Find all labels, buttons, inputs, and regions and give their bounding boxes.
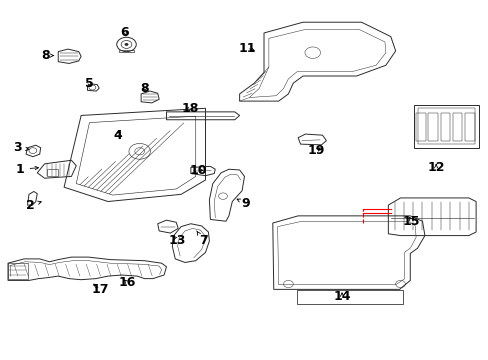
Text: 3: 3	[14, 141, 29, 154]
Text: 17: 17	[91, 283, 109, 296]
Text: 7: 7	[196, 231, 207, 247]
Text: 15: 15	[402, 215, 420, 228]
Text: 4: 4	[113, 129, 122, 142]
Text: 19: 19	[307, 144, 324, 157]
Text: 13: 13	[168, 234, 185, 247]
Text: 11: 11	[238, 41, 255, 54]
Text: 16: 16	[119, 276, 136, 289]
Text: 9: 9	[237, 197, 249, 210]
Text: 18: 18	[181, 102, 198, 115]
Text: 8: 8	[141, 82, 149, 95]
Text: 6: 6	[121, 27, 129, 40]
Text: 14: 14	[333, 290, 350, 303]
Text: 2: 2	[25, 199, 41, 212]
Circle shape	[124, 43, 128, 46]
Text: 12: 12	[427, 161, 444, 174]
Text: 5: 5	[85, 77, 94, 90]
Text: 8: 8	[41, 49, 53, 62]
Text: 10: 10	[189, 164, 206, 177]
Text: 1: 1	[16, 163, 39, 176]
